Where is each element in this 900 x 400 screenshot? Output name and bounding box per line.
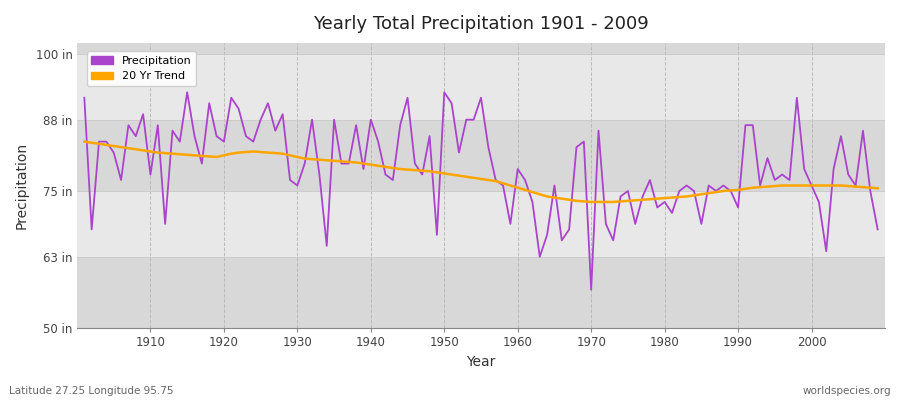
Legend: Precipitation, 20 Yr Trend: Precipitation, 20 Yr Trend xyxy=(86,51,196,86)
Bar xyxy=(77,257,885,328)
Bar xyxy=(77,54,885,120)
Bar xyxy=(77,120,885,191)
Bar xyxy=(77,191,885,257)
Text: worldspecies.org: worldspecies.org xyxy=(803,386,891,396)
Bar xyxy=(77,43,885,54)
Y-axis label: Precipitation: Precipitation xyxy=(15,142,29,229)
Text: Latitude 27.25 Longitude 95.75: Latitude 27.25 Longitude 95.75 xyxy=(9,386,174,396)
X-axis label: Year: Year xyxy=(466,355,496,369)
Title: Yearly Total Precipitation 1901 - 2009: Yearly Total Precipitation 1901 - 2009 xyxy=(313,15,649,33)
